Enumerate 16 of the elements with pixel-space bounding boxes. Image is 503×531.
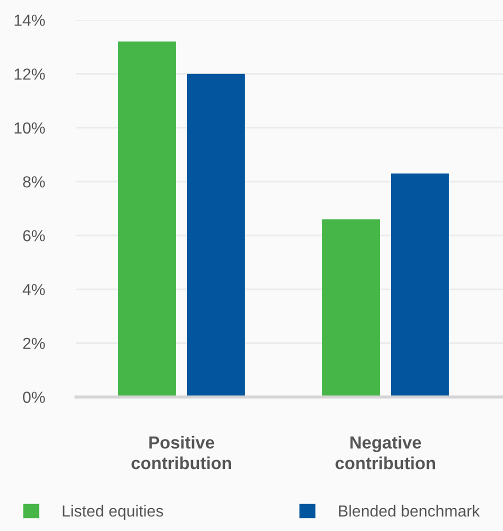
y-tick-label: 14% <box>14 14 45 26</box>
bar <box>322 219 380 397</box>
bar <box>118 42 176 397</box>
bar <box>390 173 449 397</box>
y-tick-label: 0% <box>22 392 45 403</box>
y-tick-label: 10% <box>14 122 45 134</box>
x-tick-label: Positive contribution <box>132 436 232 470</box>
y-tick-label: 4% <box>22 284 45 296</box>
bar <box>186 74 245 397</box>
y-tick-label: 6% <box>23 230 45 242</box>
legend-label: Listed equities <box>62 504 164 520</box>
y-tick-label: 2% <box>23 338 45 350</box>
y-tick-label: 8% <box>23 176 45 188</box>
x-tick-label: Negative contribution <box>336 436 436 470</box>
y-tick-label: 12% <box>14 68 45 80</box>
legend-label: Blended benchmark <box>339 504 480 517</box>
